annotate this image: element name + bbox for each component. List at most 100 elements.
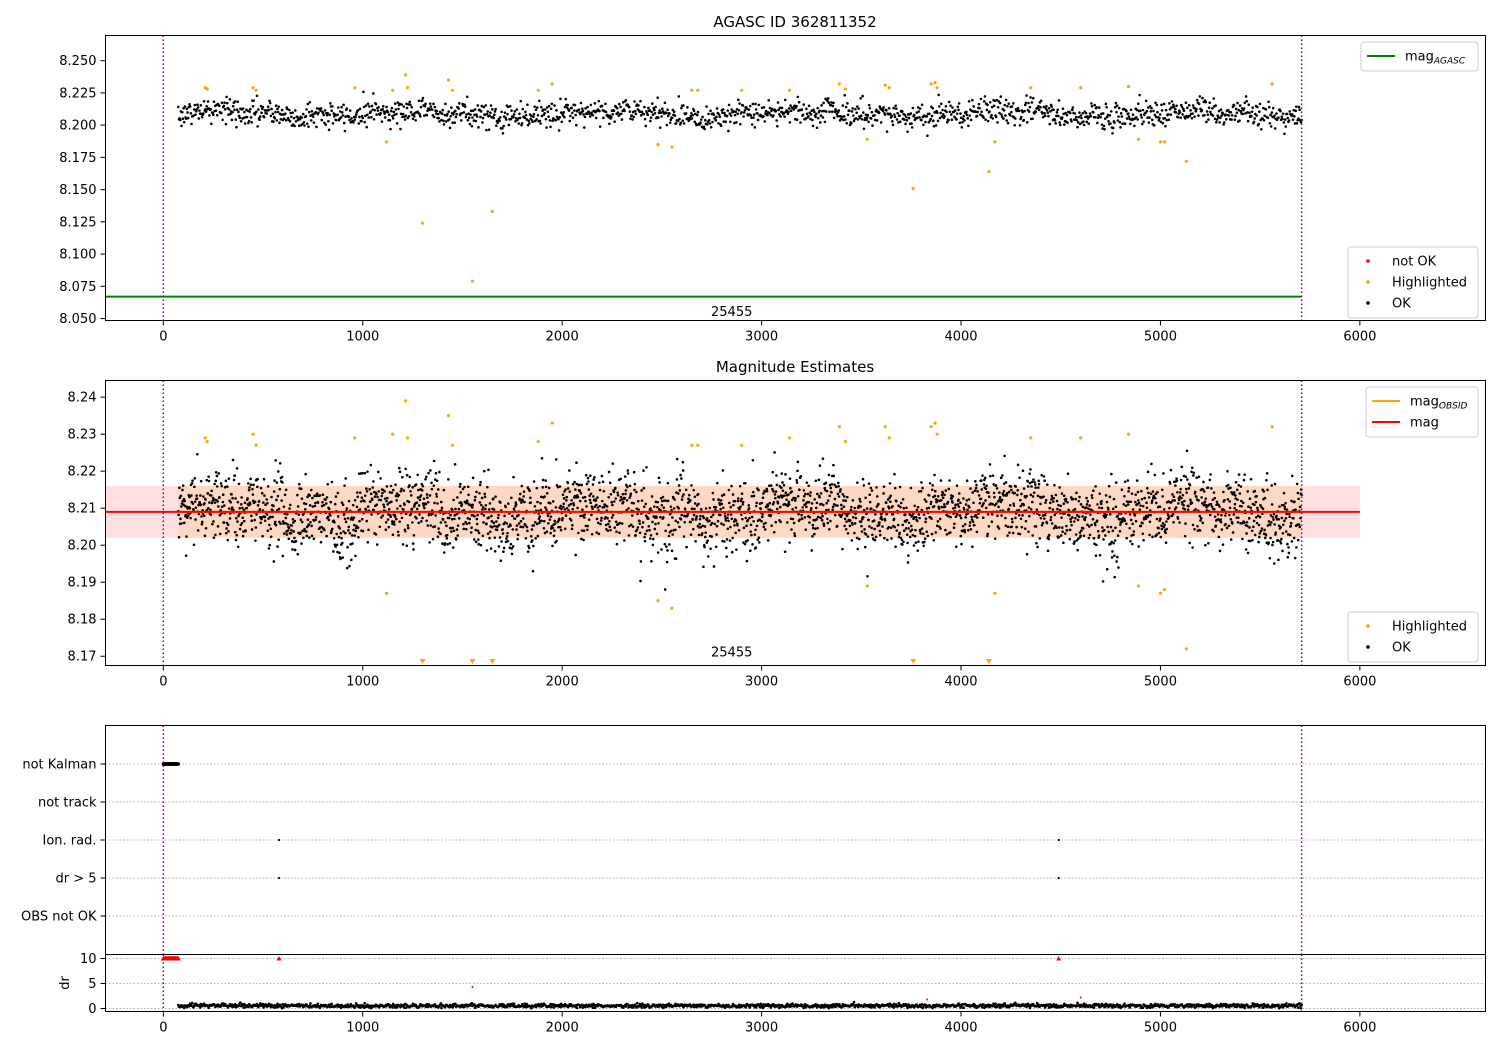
ok-point [630, 114, 634, 117]
ok-point [864, 113, 868, 116]
ok-point [1186, 478, 1189, 481]
ok-point [1047, 537, 1051, 541]
ok-point [1145, 109, 1149, 113]
ok-point [1226, 483, 1230, 487]
ok-point [851, 523, 854, 526]
ok-point [864, 533, 868, 536]
ok-point [1286, 542, 1289, 546]
ok-point [754, 528, 757, 532]
ok-point [638, 531, 642, 535]
ok-point [586, 528, 589, 532]
ok-point [393, 515, 397, 518]
ok-point [612, 490, 616, 494]
ok-point [1200, 496, 1203, 499]
ok-point [619, 112, 623, 116]
ok-point [423, 506, 426, 510]
ok-point [1050, 522, 1054, 525]
ok-point [711, 513, 715, 517]
ok-point [231, 458, 235, 462]
ok-point [1129, 518, 1133, 522]
ok-point [395, 122, 399, 125]
ok-point [355, 505, 359, 509]
ok-point [1018, 476, 1021, 479]
legend-point-swatch [1366, 280, 1370, 284]
ok-point [589, 103, 593, 107]
ok-point [768, 111, 771, 115]
ok-point [249, 483, 253, 487]
ok-point [493, 524, 496, 528]
ok-point [501, 528, 504, 531]
ok-point [1224, 522, 1227, 526]
ok-point [793, 104, 796, 107]
ok-point [444, 120, 448, 123]
ok-point [857, 537, 861, 541]
ok-point [747, 507, 751, 510]
ok-point [711, 120, 714, 124]
ok-point [997, 505, 1000, 509]
ok-point [701, 524, 704, 528]
ok-point [1192, 471, 1196, 475]
ok-point [181, 117, 185, 121]
ok-point [1043, 513, 1047, 517]
ok-point [1113, 554, 1116, 557]
ok-point [562, 505, 565, 509]
ok-point [288, 503, 292, 507]
ok-point [1168, 482, 1172, 485]
ok-point [655, 532, 659, 536]
ok-point [447, 110, 451, 113]
ok-point [927, 506, 931, 510]
ok-point [180, 522, 183, 525]
ok-point [502, 124, 505, 128]
ok-point [859, 520, 863, 524]
ok-point [208, 501, 211, 504]
ok-point [806, 492, 810, 496]
ok-point [475, 113, 478, 116]
ok-point [590, 505, 594, 508]
ok-point [910, 126, 914, 129]
ok-point [795, 104, 798, 108]
ok-point [192, 108, 196, 111]
ok-point [543, 531, 547, 535]
ok-point [910, 524, 913, 528]
ok-point [1281, 531, 1285, 535]
ok-point [1148, 116, 1151, 119]
ok-point [1217, 109, 1221, 113]
legend-frame [1347, 246, 1479, 319]
ok-point [865, 115, 869, 119]
ok-point [815, 112, 818, 116]
ok-point [852, 114, 855, 117]
ok-point [1218, 505, 1221, 508]
ok-point [964, 516, 967, 519]
ok-point [729, 525, 732, 529]
ok-point [505, 522, 509, 525]
ok-point [1101, 127, 1104, 130]
ok-point [960, 542, 963, 546]
ok-point [741, 502, 745, 506]
ok-point [579, 514, 582, 518]
ok-point [859, 505, 863, 508]
ok-point [409, 512, 413, 516]
highlighted-point [470, 279, 475, 283]
ok-point [681, 469, 685, 472]
ok-point [698, 522, 701, 526]
ok-point [750, 515, 754, 519]
ok-point [474, 528, 477, 532]
ok-point [754, 546, 758, 549]
ok-point [598, 488, 602, 492]
ok-point [1152, 109, 1155, 113]
y-tick-label: 8.24 [68, 391, 97, 406]
ok-point [623, 475, 627, 478]
ok-point [671, 108, 675, 112]
ok-point [479, 543, 483, 547]
ok-point [934, 124, 938, 127]
ok-point [1258, 515, 1262, 519]
ok-point [905, 533, 909, 536]
ok-point [993, 537, 997, 540]
ok-point [1287, 551, 1291, 555]
ok-point [1282, 491, 1286, 495]
ok-point [469, 109, 473, 113]
ok-point [1263, 114, 1266, 117]
ok-point [1279, 109, 1282, 113]
ok-point [1138, 508, 1142, 512]
